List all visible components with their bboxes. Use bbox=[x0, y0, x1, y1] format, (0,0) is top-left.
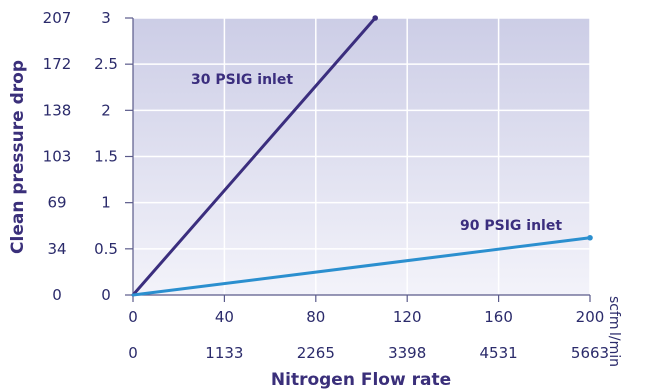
x-axis-title: Nitrogen Flow rate bbox=[271, 370, 451, 390]
x-tick-label-secondary: 2265 bbox=[297, 344, 335, 362]
tick-labels: 000.5341691.510321382.517232070040113380… bbox=[43, 9, 609, 362]
x-tick-label: 40 bbox=[215, 308, 234, 326]
x-tick-label: 160 bbox=[484, 308, 513, 326]
y-tick-label-secondary: 138 bbox=[43, 101, 72, 119]
y-axis-title: Clean pressure drop bbox=[8, 60, 28, 254]
series-label-90-psig: 90 PSIG inlet bbox=[460, 218, 562, 234]
series-line bbox=[131, 16, 377, 297]
y-tick-label: 1.5 bbox=[94, 148, 118, 166]
series-group: 30 PSIG inlet 90 PSIG inlet bbox=[131, 15, 593, 297]
x-tick-label-secondary: 3398 bbox=[388, 344, 426, 362]
y-tick-label-secondary: 0 bbox=[52, 286, 62, 304]
y-tick-label: 0.5 bbox=[94, 240, 118, 258]
y-tick-label-secondary: 103 bbox=[43, 148, 72, 166]
y-tick-label: 2.5 bbox=[94, 55, 118, 73]
series-line bbox=[131, 236, 592, 297]
x-tick-label: 200 bbox=[576, 308, 605, 326]
y-tick-label: 0 bbox=[101, 286, 111, 304]
x-tick-label: 0 bbox=[128, 308, 138, 326]
y-tick-label: 3 bbox=[101, 9, 111, 27]
axes bbox=[125, 17, 591, 302]
series-label-30-psig: 30 PSIG inlet bbox=[191, 72, 293, 88]
x-tick-label-secondary: 1133 bbox=[205, 344, 243, 362]
x-tick-label-secondary: 0 bbox=[128, 344, 138, 362]
x-unit-secondary: l/min bbox=[606, 332, 622, 367]
x-tick-label: 80 bbox=[306, 308, 325, 326]
series-endpoint bbox=[587, 234, 593, 241]
y-tick-label: 2 bbox=[101, 101, 111, 119]
y-tick-label-secondary: 69 bbox=[47, 194, 66, 212]
series-endpoint bbox=[372, 15, 379, 21]
y-tick-label-secondary: 34 bbox=[47, 240, 66, 258]
y-tick-label-secondary: 207 bbox=[43, 9, 72, 27]
x-tick-label-secondary: 4531 bbox=[480, 344, 518, 362]
x-tick-label-secondary: 5663 bbox=[571, 344, 609, 362]
y-tick-label-secondary: 172 bbox=[43, 55, 72, 73]
x-unit-primary: scfm bbox=[606, 296, 622, 330]
y-tick-label: 1 bbox=[101, 194, 111, 212]
x-tick-label: 120 bbox=[393, 308, 422, 326]
